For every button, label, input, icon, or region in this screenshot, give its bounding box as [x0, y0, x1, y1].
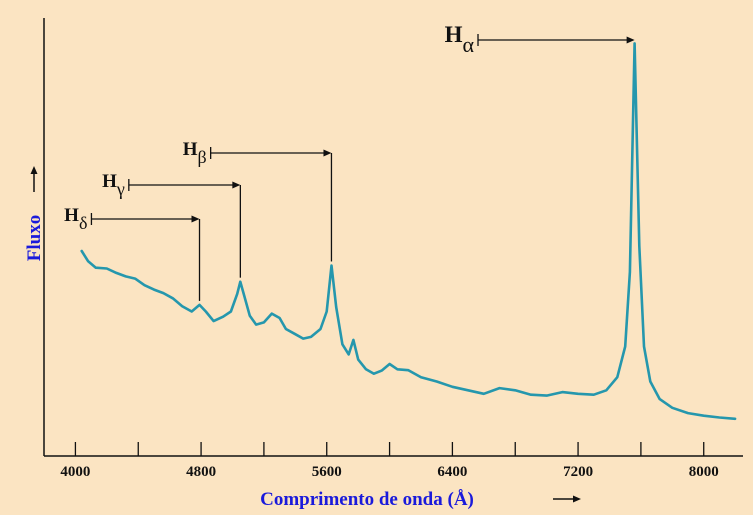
annotation-Hδ: Hδ — [64, 205, 201, 301]
annotation-Hα: Hα — [445, 22, 635, 57]
axes — [43, 18, 743, 457]
annotation-label: Hα — [445, 22, 475, 57]
y-axis-label-group: Fluxo — [24, 215, 45, 261]
x-ticks: 4000 4800 5600 6400 7200 8000 — [60, 442, 719, 480]
spectrum-series-line — [80, 42, 737, 421]
annotation-arrowhead — [232, 181, 241, 189]
annotation-arrowhead — [191, 215, 200, 223]
annotation-Hγ: Hγ — [102, 171, 241, 278]
annotation-label: Hβ — [183, 139, 207, 167]
annotation-arrowhead — [323, 149, 332, 157]
annotation-label: Hδ — [64, 205, 87, 233]
x-tick-label: 6400 — [437, 464, 467, 480]
line-annotations: Hδ Hγ Hβ Hα — [64, 22, 635, 301]
x-tick-label: 4000 — [60, 464, 90, 480]
x-axis-arrow — [553, 495, 581, 503]
x-axis-label: Comprimento de onda (Å) — [260, 489, 474, 510]
annotation-arrowhead — [626, 36, 635, 44]
y-axis-label: Fluxo — [24, 215, 45, 261]
y-axis-arrow — [30, 166, 38, 192]
annotation-Hβ: Hβ — [183, 139, 333, 262]
x-tick-label: 5600 — [312, 464, 342, 480]
x-tick-label: 8000 — [689, 464, 719, 480]
x-tick-label: 7200 — [563, 464, 593, 480]
annotation-label: Hγ — [102, 171, 125, 199]
series-group — [80, 42, 737, 421]
x-tick-label: 4800 — [186, 464, 216, 480]
